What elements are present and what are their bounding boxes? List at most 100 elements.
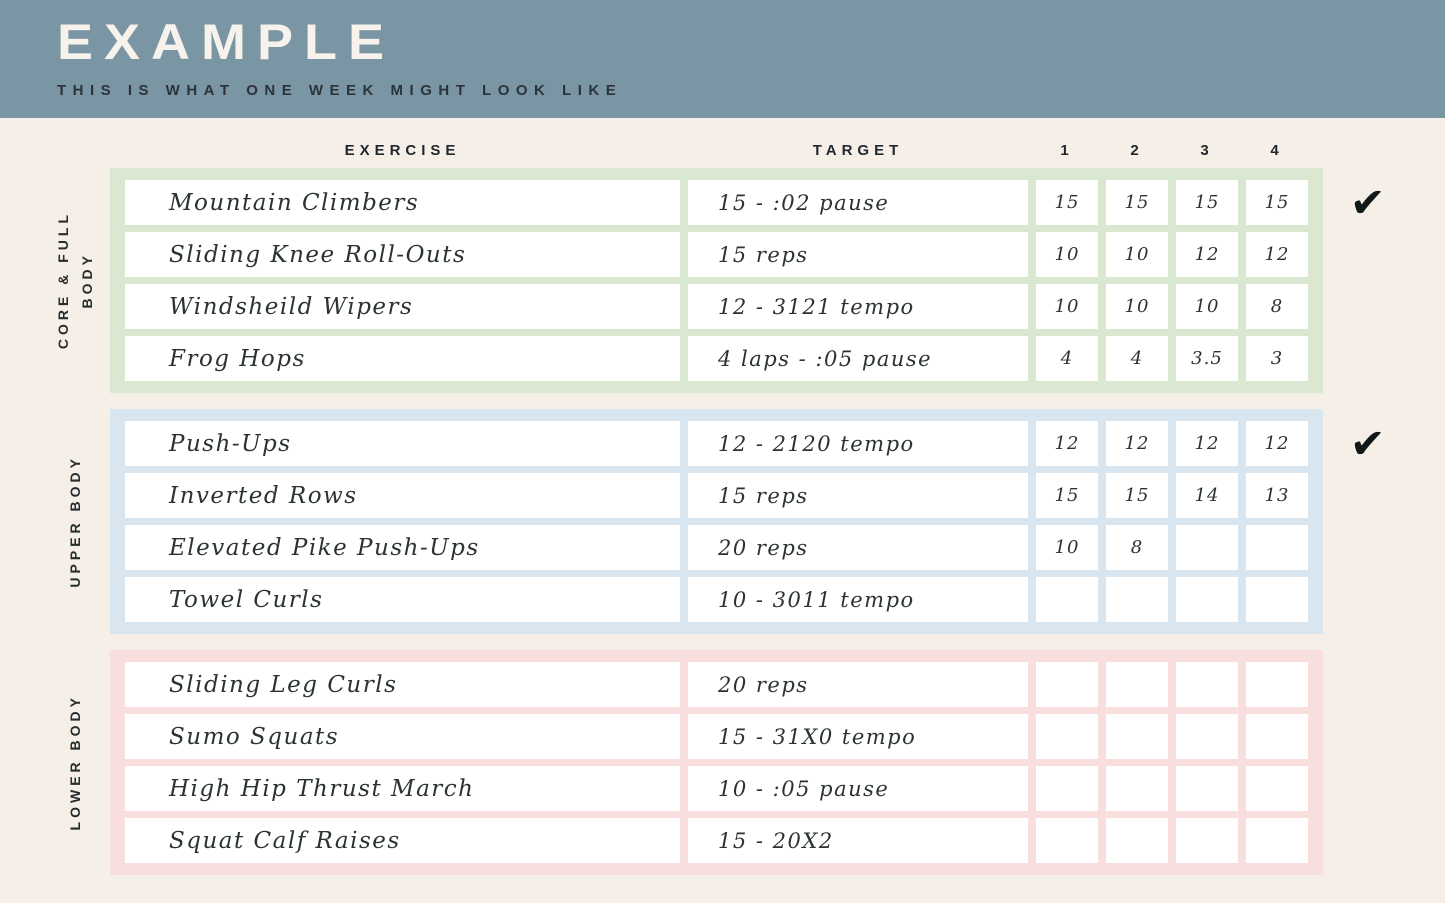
set-value-cell: 15	[1106, 180, 1168, 225]
section-grid-upper-body: Push-Ups 12 - 2120 tempo 12 12 12 12 Inverted …	[110, 409, 1323, 634]
set-value-cell	[1176, 766, 1238, 811]
target-cell: 12 - 2120 tempo	[688, 421, 1028, 466]
set-value-cell	[1036, 818, 1098, 863]
check-area-core-full-body: ✔	[1323, 168, 1413, 393]
set-value-cell: 15	[1106, 473, 1168, 518]
target-cell: 15 reps	[688, 232, 1028, 277]
set-value-cell	[1106, 577, 1168, 622]
column-header-target: TARGET	[812, 141, 904, 159]
set-value-cell	[1106, 818, 1168, 863]
set-value-cell	[1246, 662, 1308, 707]
set-value-cell: 10	[1036, 284, 1098, 329]
section-label-line: UPPER BODY	[67, 455, 83, 588]
set-value-cell: 15	[1036, 473, 1098, 518]
set-value-cell: 14	[1176, 473, 1238, 518]
target-cell: 15 - 31X0 tempo	[688, 714, 1028, 759]
section-upper-body: UPPER BODY Push-Ups 12 - 2120 tempo 12 12 12 1…	[40, 409, 1445, 634]
target-cell: 10 - :05 pause	[688, 766, 1028, 811]
target-cell: 15 reps	[688, 473, 1028, 518]
check-area-upper-body: ✔	[1323, 409, 1413, 634]
exercise-cell: Windsheild Wipers	[125, 284, 680, 329]
column-header-set-4: 4	[1270, 141, 1284, 159]
set-value-cell: 15	[1176, 180, 1238, 225]
set-value-cell	[1176, 818, 1238, 863]
section-core-full-body: CORE & FULL BODY Mountain Climbers 15 - :02…	[40, 168, 1445, 393]
exercise-cell: Squat Calf Raises	[125, 818, 680, 863]
set-value-cell	[1106, 714, 1168, 759]
exercise-cell: Mountain Climbers	[125, 180, 680, 225]
exercise-cell: Sumo Squats	[125, 714, 680, 759]
exercise-cell: Sliding Leg Curls	[125, 662, 680, 707]
exercise-cell: Elevated Pike Push-Ups	[125, 525, 680, 570]
set-value-cell	[1036, 714, 1098, 759]
exercise-cell: Frog Hops	[125, 336, 680, 381]
set-value-cell: 3.5	[1176, 336, 1238, 381]
set-value-cell: 12	[1176, 232, 1238, 277]
set-value-cell: 8	[1106, 525, 1168, 570]
exercise-cell: Push-Ups	[125, 421, 680, 466]
target-cell: 10 - 3011 tempo	[688, 577, 1028, 622]
set-value-cell: 10	[1106, 232, 1168, 277]
column-header-set-3: 3	[1200, 141, 1214, 159]
set-value-cell	[1036, 662, 1098, 707]
set-value-cell: 3	[1246, 336, 1308, 381]
set-value-cell: 4	[1036, 336, 1098, 381]
section-grid-core-full-body: Mountain Climbers 15 - :02 pause 15 15 15 15 S…	[110, 168, 1323, 393]
checkmark-icon: ✔	[1349, 418, 1387, 469]
set-value-cell	[1036, 577, 1098, 622]
banner: EXAMPLE THIS IS WHAT ONE WEEK MIGHT LOOK…	[0, 0, 1445, 118]
exercise-cell: Sliding Knee Roll-Outs	[125, 232, 680, 277]
set-value-cell	[1176, 714, 1238, 759]
section-label-core-full-body: CORE & FULL BODY	[40, 168, 110, 393]
set-value-cell: 10	[1036, 525, 1098, 570]
workout-table: CORE & FULL BODY Mountain Climbers 15 - :02…	[0, 168, 1445, 875]
column-header-row: EXERCISE TARGET 1 2 3 4	[110, 140, 1445, 160]
set-value-cell: 12	[1036, 421, 1098, 466]
section-lower-body: LOWER BODY Sliding Leg Curls 20 reps Sumo S…	[40, 650, 1445, 875]
section-label-line: LOWER BODY	[67, 694, 83, 831]
column-header-set-1: 1	[1060, 141, 1074, 159]
set-value-cell	[1176, 577, 1238, 622]
set-value-cell: 13	[1246, 473, 1308, 518]
set-value-cell: 12	[1246, 232, 1308, 277]
set-value-cell	[1246, 766, 1308, 811]
checkmark-icon: ✔	[1349, 177, 1387, 228]
set-value-cell	[1106, 662, 1168, 707]
set-value-cell	[1246, 818, 1308, 863]
set-value-cell: 15	[1036, 180, 1098, 225]
exercise-cell: Inverted Rows	[125, 473, 680, 518]
set-value-cell	[1176, 662, 1238, 707]
set-value-cell: 8	[1246, 284, 1308, 329]
section-grid-lower-body: Sliding Leg Curls 20 reps Sumo Squats 15 - …	[110, 650, 1323, 875]
set-value-cell: 12	[1246, 421, 1308, 466]
target-cell: 20 reps	[688, 662, 1028, 707]
set-value-cell	[1246, 714, 1308, 759]
target-cell: 20 reps	[688, 525, 1028, 570]
set-value-cell: 10	[1106, 284, 1168, 329]
exercise-cell: High Hip Thrust March	[125, 766, 680, 811]
section-label-lower-body: LOWER BODY	[40, 650, 110, 875]
column-header-exercise: EXERCISE	[344, 141, 461, 159]
set-value-cell: 10	[1036, 232, 1098, 277]
page-subtitle: THIS IS WHAT ONE WEEK MIGHT LOOK LIKE	[57, 82, 623, 99]
set-value-cell: 12	[1176, 421, 1238, 466]
set-value-cell	[1246, 577, 1308, 622]
exercise-cell: Towel Curls	[125, 577, 680, 622]
set-value-cell: 4	[1106, 336, 1168, 381]
set-value-cell	[1106, 766, 1168, 811]
page-title: EXAMPLE	[57, 14, 396, 71]
target-cell: 12 - 3121 tempo	[688, 284, 1028, 329]
target-cell: 15 - :02 pause	[688, 180, 1028, 225]
set-value-cell: 15	[1246, 180, 1308, 225]
section-label-line: CORE & FULL	[55, 211, 71, 350]
section-label-line: BODY	[79, 252, 95, 309]
set-value-cell: 12	[1106, 421, 1168, 466]
target-cell: 15 - 20X2	[688, 818, 1028, 863]
section-label-upper-body: UPPER BODY	[40, 409, 110, 634]
set-value-cell	[1036, 766, 1098, 811]
check-area-lower-body	[1323, 650, 1413, 875]
set-value-cell	[1246, 525, 1308, 570]
set-value-cell	[1176, 525, 1238, 570]
target-cell: 4 laps - :05 pause	[688, 336, 1028, 381]
